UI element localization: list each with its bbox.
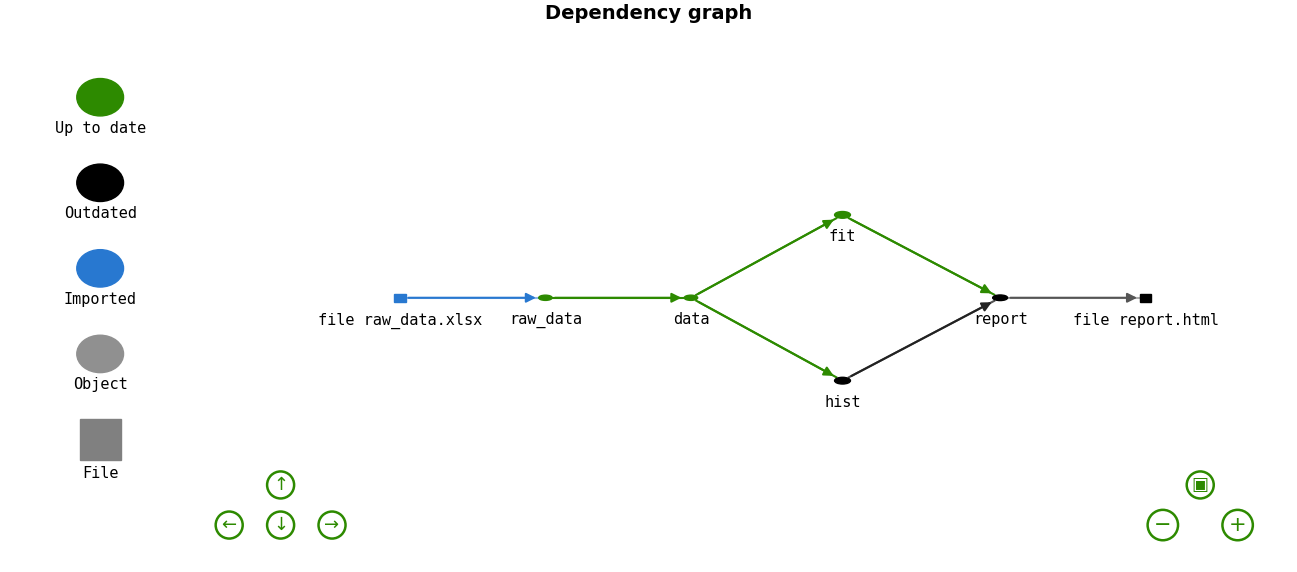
Text: ↑: ↑: [274, 476, 288, 494]
Text: ←: ←: [222, 516, 237, 534]
FancyBboxPatch shape: [394, 294, 406, 301]
Text: File: File: [82, 466, 118, 480]
Text: →: →: [324, 516, 340, 534]
Text: fit: fit: [829, 229, 856, 244]
Ellipse shape: [834, 212, 851, 219]
Text: ↓: ↓: [274, 516, 288, 534]
Text: Object: Object: [73, 378, 127, 392]
Ellipse shape: [685, 295, 698, 300]
Text: data: data: [673, 312, 709, 327]
Ellipse shape: [77, 164, 123, 201]
Text: Imported: Imported: [64, 292, 136, 307]
Ellipse shape: [992, 295, 1008, 300]
Text: Outdated: Outdated: [64, 206, 136, 221]
FancyBboxPatch shape: [1140, 294, 1152, 301]
Text: file report.html: file report.html: [1073, 313, 1219, 328]
Title: Dependency graph: Dependency graph: [545, 4, 752, 23]
Ellipse shape: [77, 249, 123, 287]
Text: −: −: [1154, 515, 1171, 535]
Text: raw_data: raw_data: [508, 312, 582, 328]
Text: +: +: [1228, 515, 1246, 535]
Text: hist: hist: [825, 395, 861, 410]
Ellipse shape: [538, 295, 553, 300]
FancyBboxPatch shape: [79, 419, 121, 460]
Ellipse shape: [77, 78, 123, 116]
Text: file raw_data.xlsx: file raw_data.xlsx: [318, 313, 482, 329]
Ellipse shape: [834, 378, 851, 384]
Text: ▣: ▣: [1192, 476, 1209, 494]
Text: Up to date: Up to date: [54, 121, 145, 136]
Ellipse shape: [77, 335, 123, 372]
Text: report: report: [973, 312, 1027, 327]
